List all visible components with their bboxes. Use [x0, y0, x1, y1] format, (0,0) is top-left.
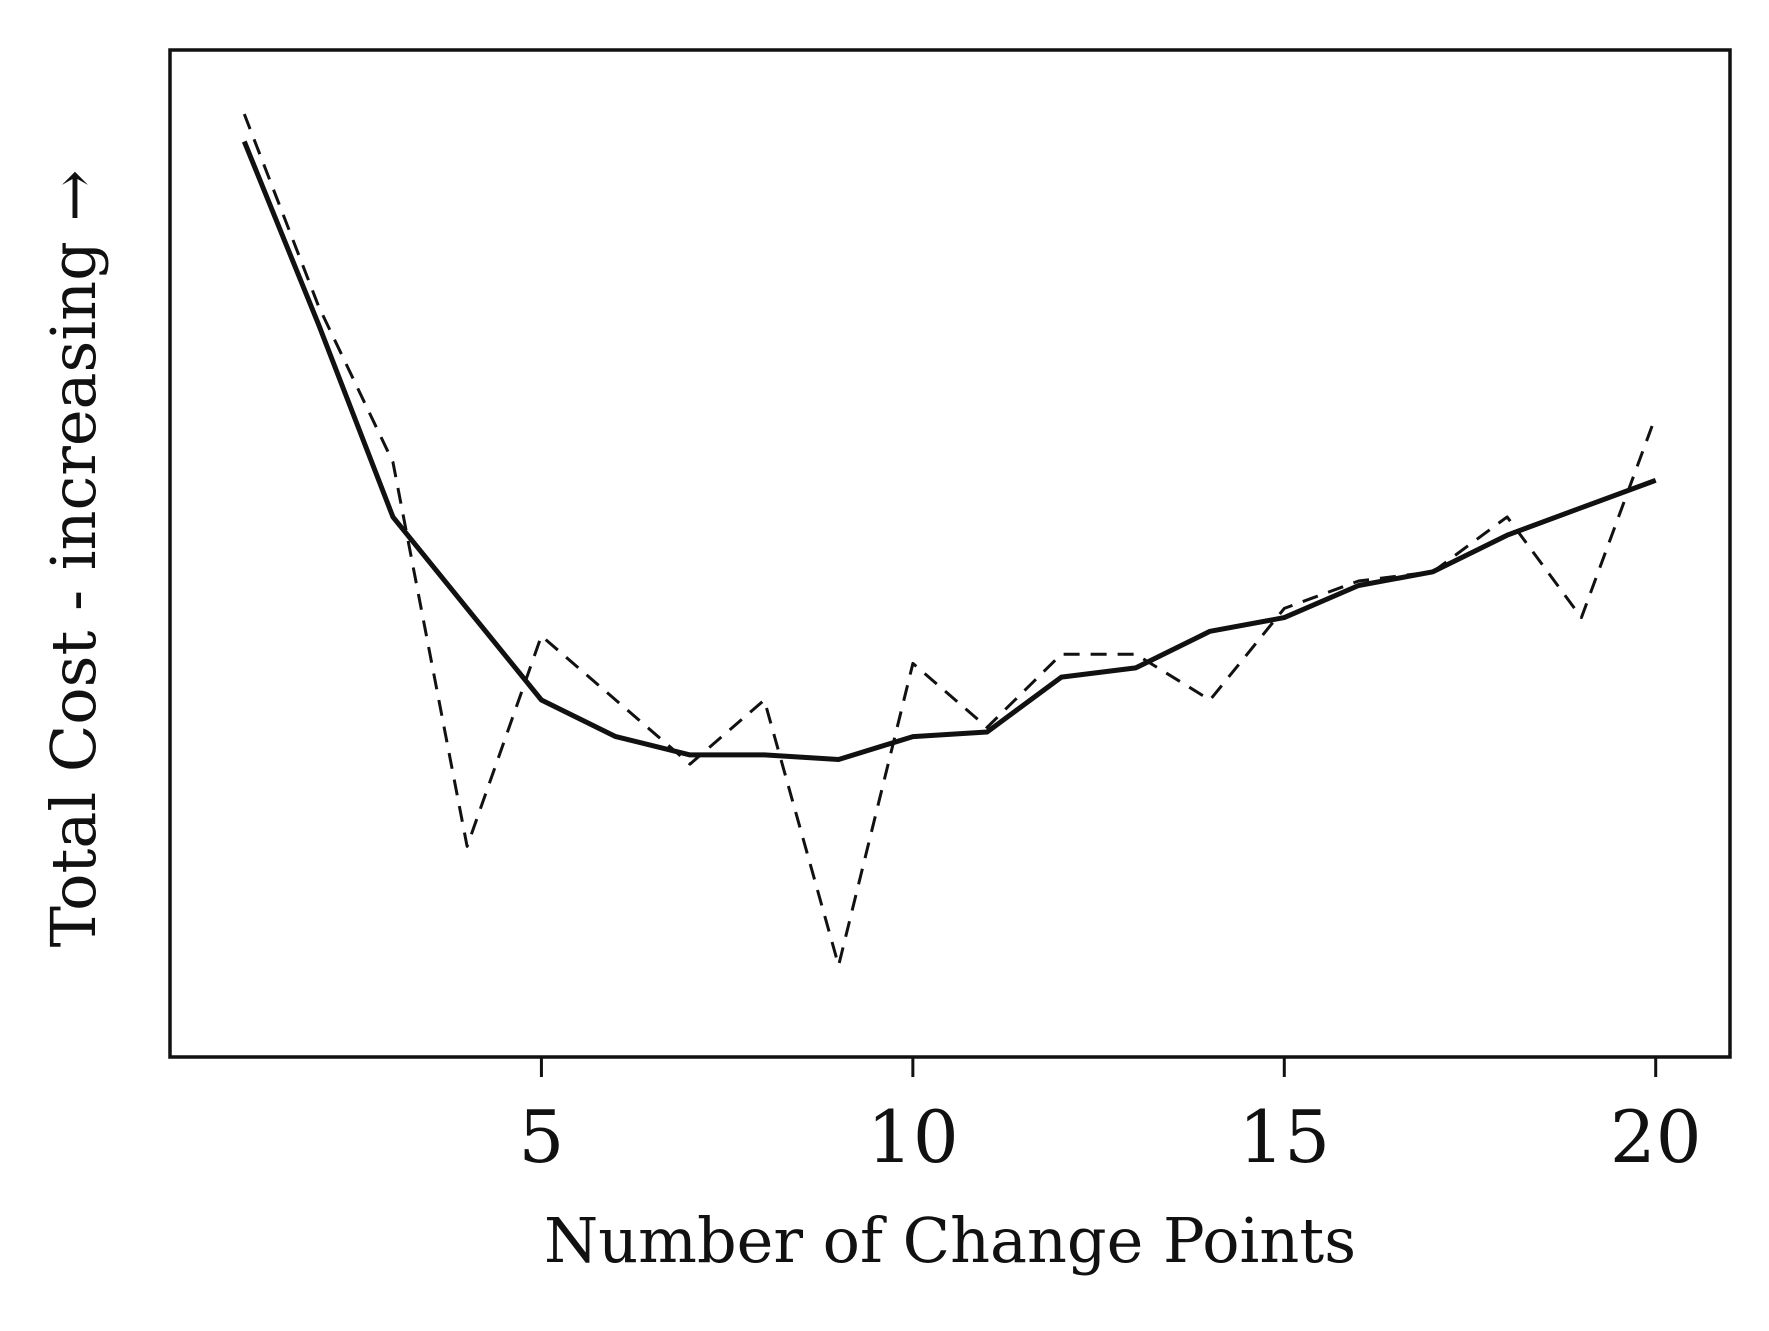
x-tick-label: 5 [519, 1095, 565, 1179]
series-line-2 [242, 113, 1658, 967]
series-line-1 [241, 140, 1657, 762]
y-axis-title: Total Cost - increasing → [37, 170, 110, 948]
plot-frame [168, 48, 1732, 1059]
x-tick-label: 20 [1610, 1095, 1702, 1179]
x-tick-label: 10 [867, 1095, 959, 1179]
x-axis-title: Number of Change Points [544, 1204, 1356, 1277]
x-axis: 5 10 15 20 [519, 1057, 1702, 1179]
plot-marks [241, 113, 1658, 967]
x-tick-label: 15 [1238, 1095, 1330, 1179]
